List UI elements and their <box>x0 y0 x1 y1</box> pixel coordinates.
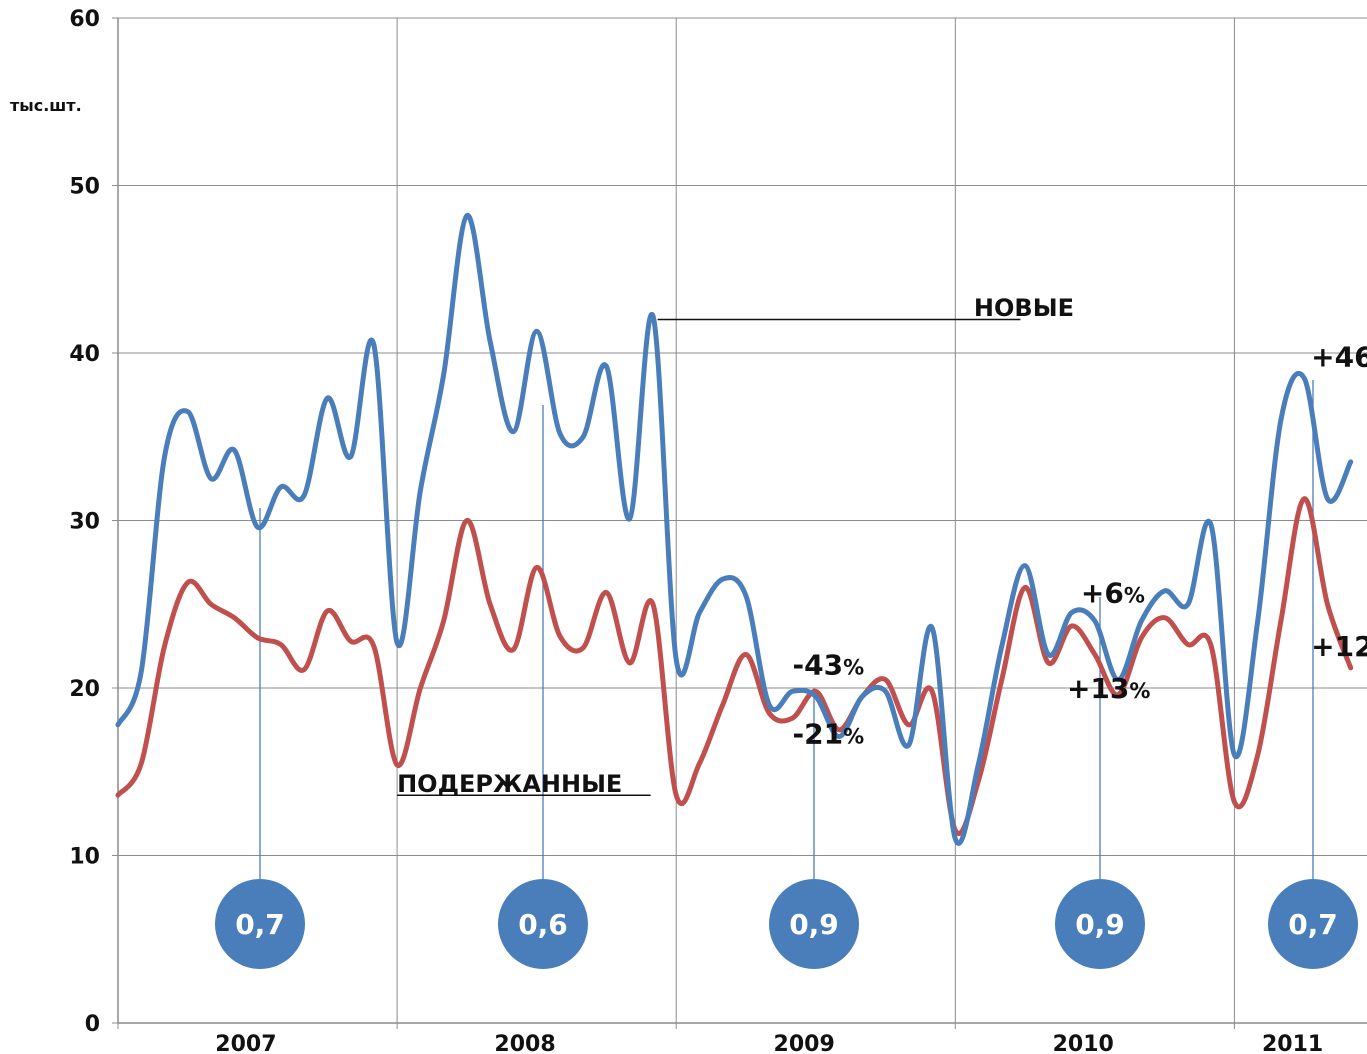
series-line-used <box>115 496 1354 836</box>
ratio-bubble <box>1055 879 1145 969</box>
series-line-new <box>115 213 1354 846</box>
percent-annotation: +46% <box>1311 340 1367 373</box>
y-tick-label: 20 <box>69 677 100 702</box>
series-labels: НОВЫЕ ПОДЕРЖАННЫЕ <box>397 294 1074 798</box>
x-tick-label: 2008 <box>494 1032 555 1054</box>
y-tick-label: 30 <box>69 510 100 535</box>
y-tick-label: 40 <box>69 342 100 367</box>
ratio-bubble-label: 0,7 <box>235 908 285 941</box>
ratio-bubble-label: 0,9 <box>1075 908 1125 941</box>
ratio-bubble <box>1268 879 1358 969</box>
percent-annotation: -43% <box>793 649 865 682</box>
series-label-new: НОВЫЕ <box>974 294 1074 322</box>
ratio-bubble <box>769 879 859 969</box>
percent-annotation: +6% <box>1081 577 1145 610</box>
x-tick-label: 2011 <box>1262 1032 1323 1054</box>
y-tick-label: 50 <box>69 175 100 200</box>
ratio-bubble-label: 0,6 <box>518 908 568 941</box>
x-tick-label: 2009 <box>774 1032 835 1054</box>
bubble-leader-lines <box>259 380 1314 880</box>
y-tick-label: 0 <box>85 1012 100 1037</box>
y-tick-label: 60 <box>69 7 100 32</box>
ratio-bubble <box>498 879 588 969</box>
ratio-bubble <box>215 879 305 969</box>
percent-annotation: +12% <box>1311 630 1367 663</box>
ratio-bubbles: 0,7 0,6 0,9 0,9 0,7 <box>215 879 1358 969</box>
series-lines <box>115 213 1354 846</box>
percent-annotation: -21% <box>793 717 865 750</box>
series-label-used: ПОДЕРЖАННЫЕ <box>397 770 622 798</box>
ratio-bubble-label: 0,7 <box>1288 908 1338 941</box>
grid-lines <box>118 17 1367 1023</box>
percent-annotation: +13% <box>1067 672 1150 705</box>
x-tick-label: 2010 <box>1053 1032 1114 1054</box>
y-axis-unit-label: тыс.шт. <box>10 96 82 115</box>
ratio-bubble-label: 0,9 <box>789 908 839 941</box>
axes: 0 10 20 30 40 50 60 2007 2008 2009 2010 2011 <box>69 7 1367 1054</box>
x-tick-label: 2007 <box>215 1032 276 1054</box>
percent-annotations: +46% +12% +6% +13% -43% -21% <box>793 340 1367 750</box>
y-tick-label: 10 <box>69 845 100 870</box>
